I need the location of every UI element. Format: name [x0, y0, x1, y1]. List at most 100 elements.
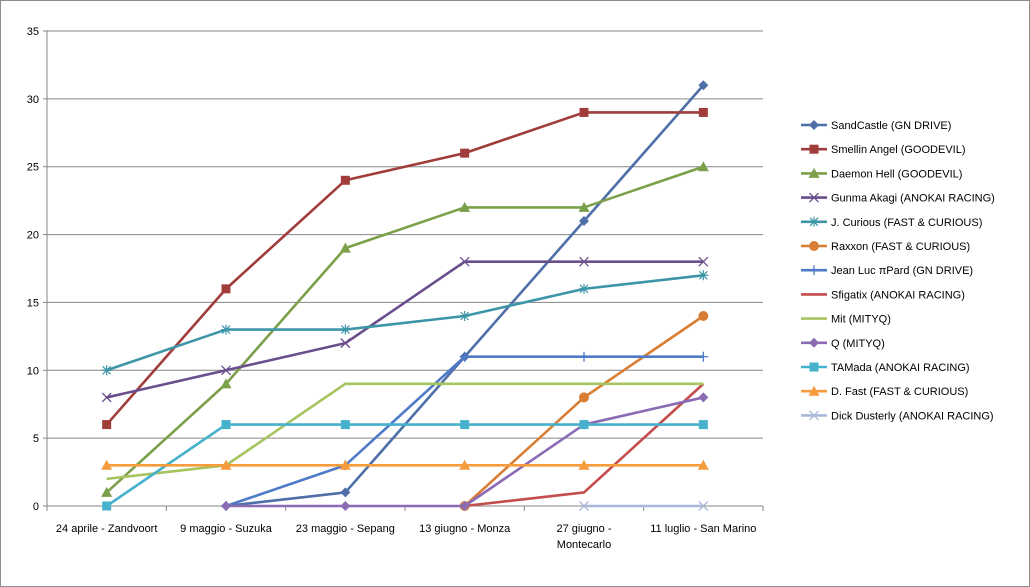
legend-item: TAMada (ANOKAI RACING)	[801, 362, 970, 374]
data-point	[698, 80, 709, 91]
x-tick-label: 27 giugno -Montecarlo	[556, 523, 611, 551]
data-point	[101, 365, 112, 376]
y-tick-label: 20	[27, 230, 39, 242]
data-point	[579, 420, 589, 430]
legend-label: Jean Luc πPard (GN DRIVE)	[831, 265, 973, 277]
data-point	[102, 501, 112, 511]
legend-marker	[809, 362, 819, 372]
series-line-6	[463, 314, 705, 507]
data-point	[698, 256, 709, 267]
x-tick-label: 11 luglio - San Marino	[650, 523, 756, 535]
data-point	[459, 256, 470, 267]
legend-marker	[808, 167, 820, 178]
legend-item: Gunma Akagi (ANOKAI RACING)	[801, 193, 995, 205]
series-3	[101, 161, 709, 497]
data-point	[579, 351, 589, 362]
legend-item: Jean Luc πPard (GN DRIVE)	[801, 265, 973, 277]
data-point	[459, 311, 470, 321]
legend-marker	[808, 385, 820, 396]
x-tick-label: 24 aprile - Zandvoort	[56, 523, 158, 535]
legend-label: J. Curious (FAST & CURIOUS)	[831, 217, 982, 229]
legend-item: SandCastle (GN DRIVE)	[801, 120, 951, 132]
legend-label: Raxxon (FAST & CURIOUS)	[831, 241, 970, 253]
series-13	[579, 501, 709, 511]
legend-item: Smellin Angel (GOODEVIL)	[801, 144, 966, 156]
data-point	[698, 392, 709, 403]
data-point	[578, 459, 590, 470]
legend-marker	[809, 265, 819, 276]
y-tick-label: 30	[27, 94, 39, 106]
series-9	[106, 382, 704, 481]
data-point	[101, 486, 113, 497]
data-point	[579, 283, 589, 294]
legend-label: TAMada (ANOKAI RACING)	[831, 362, 970, 374]
legend-label: D. Fast (FAST & CURIOUS)	[831, 386, 968, 398]
legend-item: Daemon Hell (GOODEVIL)	[801, 167, 962, 180]
data-point	[221, 284, 231, 294]
data-point	[339, 242, 351, 253]
data-point	[220, 459, 232, 470]
data-point	[698, 107, 708, 117]
data-point	[579, 392, 589, 403]
data-point	[221, 501, 231, 511]
legend-item: Mit (MITYQ)	[801, 314, 891, 326]
data-point	[698, 270, 709, 281]
data-point	[339, 459, 351, 470]
data-point	[579, 216, 589, 226]
series-line-5	[106, 273, 704, 372]
x-tick-label: 23 maggio - Sepang	[296, 523, 395, 535]
data-point	[340, 338, 351, 349]
gridlines	[47, 30, 763, 439]
data-point	[340, 501, 351, 511]
data-point	[101, 392, 112, 403]
data-point	[460, 148, 470, 158]
data-point	[102, 420, 112, 430]
series-8	[464, 382, 705, 508]
data-point	[221, 365, 231, 376]
data-point	[340, 420, 350, 430]
legend-marker	[809, 337, 819, 348]
series-line-4	[106, 260, 704, 399]
data-point	[340, 175, 350, 185]
legend-label: Sfigatix (ANOKAI RACING)	[831, 289, 965, 301]
x-tick-label: 9 maggio - Suzuka	[180, 523, 273, 535]
legend: SandCastle (GN DRIVE) Smellin Angel (GOOD…	[801, 120, 995, 422]
data-point	[697, 161, 709, 172]
legend-label: Gunma Akagi (ANOKAI RACING)	[831, 193, 995, 205]
legend-item: Dick Dusterly (ANOKAI RACING)	[801, 410, 994, 422]
y-tick-label: 25	[27, 162, 39, 174]
data-point	[101, 459, 113, 470]
series-2	[102, 107, 708, 430]
data-point	[340, 487, 351, 498]
series-line-11	[105, 423, 704, 508]
data-point	[698, 501, 709, 511]
series-10	[221, 392, 709, 511]
data-point	[459, 459, 471, 470]
data-point	[459, 201, 471, 212]
legend-label: Daemon Hell (GOODEVIL)	[831, 168, 962, 180]
legend-label: Mit (MITYQ)	[831, 314, 891, 326]
data-point	[459, 351, 470, 362]
y-tick-label: 5	[33, 433, 39, 445]
data-point	[340, 324, 351, 335]
series-line-2	[105, 111, 704, 426]
series-line-10	[226, 396, 704, 508]
legend-label: Smellin Angel (GOODEVIL)	[831, 144, 966, 156]
data-point	[697, 459, 709, 470]
series-line-1	[225, 84, 705, 508]
data-point	[698, 420, 708, 430]
x-tick-label: 13 giugno - Monza	[419, 523, 511, 535]
legend-item: Sfigatix (ANOKAI RACING)	[801, 289, 965, 301]
legend-item: Q (MITYQ)	[801, 337, 885, 350]
data-point	[460, 420, 470, 430]
series-6	[459, 311, 709, 511]
series-5	[101, 270, 709, 376]
y-tick-label: 10	[27, 365, 39, 377]
series-11	[102, 420, 708, 511]
y-tick-label: 35	[27, 26, 39, 38]
series-group	[101, 80, 709, 511]
legend-marker	[809, 410, 819, 421]
legend-marker	[809, 192, 819, 203]
